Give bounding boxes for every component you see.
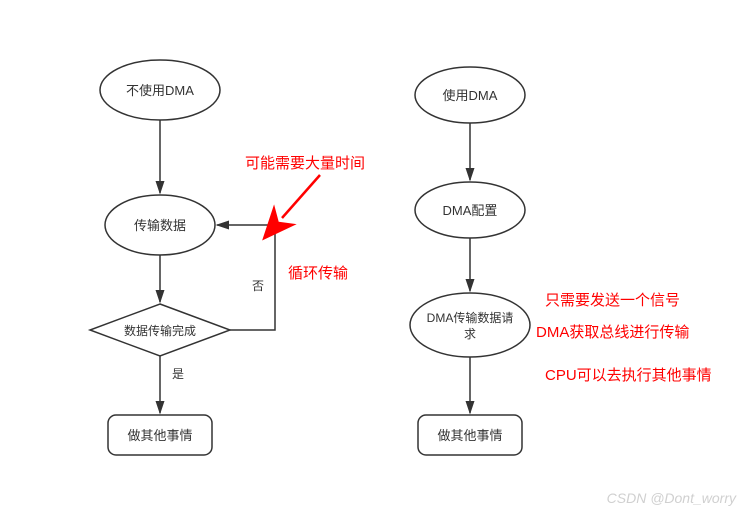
flowchart-svg: 不使用DMA 传输数据 数据传输完成 是 否 做其他事情 可能需要大量时间 循环… bbox=[0, 0, 748, 514]
node-dma-request-label1: DMA传输数据请 bbox=[427, 310, 514, 325]
node-no-dma-label: 不使用DMA bbox=[126, 83, 194, 98]
node-dma-config-label: DMA配置 bbox=[443, 203, 498, 218]
node-dma-request-label2: 求 bbox=[464, 327, 476, 341]
node-transfer-label: 传输数据 bbox=[134, 218, 186, 233]
anno-arrow bbox=[282, 175, 320, 218]
edge-no bbox=[217, 225, 275, 330]
watermark: CSDN @Dont_worry bbox=[607, 490, 736, 506]
anno-loop: 循环传输 bbox=[288, 265, 348, 282]
anno-time: 可能需要大量时间 bbox=[245, 155, 365, 172]
node-other-left-label: 做其他事情 bbox=[127, 428, 192, 443]
right-flow: 使用DMA DMA配置 DMA传输数据请 求 做其他事情 只需要发送一个信号 D… bbox=[410, 67, 712, 455]
anno-cpu: CPU可以去执行其他事情 bbox=[545, 367, 712, 384]
edge-yes-label: 是 bbox=[172, 367, 184, 381]
node-use-dma-label: 使用DMA bbox=[443, 88, 498, 103]
anno-bus: DMA获取总线进行传输 bbox=[536, 324, 689, 341]
node-decision-label: 数据传输完成 bbox=[124, 323, 196, 338]
edge-no-label: 否 bbox=[252, 279, 264, 293]
node-dma-request bbox=[410, 293, 530, 357]
node-other-right-label: 做其他事情 bbox=[437, 428, 502, 443]
anno-signal: 只需要发送一个信号 bbox=[545, 292, 680, 309]
left-flow: 不使用DMA 传输数据 数据传输完成 是 否 做其他事情 可能需要大量时间 循环… bbox=[90, 60, 365, 455]
